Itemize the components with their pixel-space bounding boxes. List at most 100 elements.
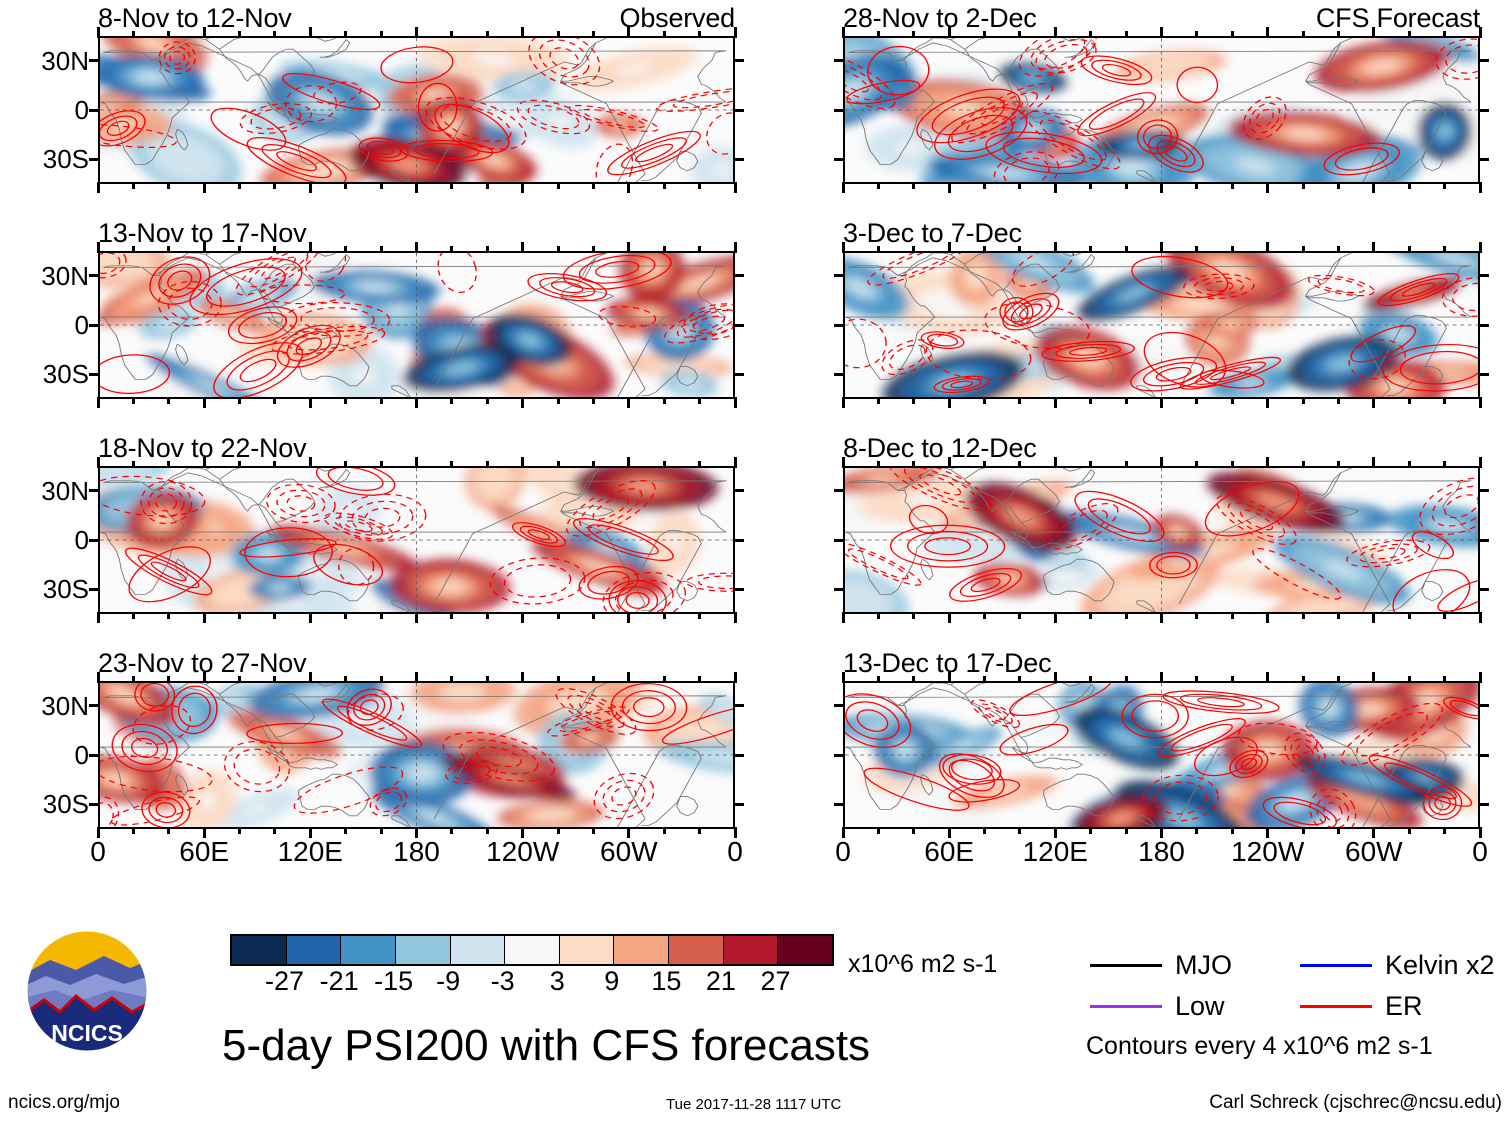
x-tickmark [733, 27, 737, 38]
y-tickmark [1478, 59, 1489, 63]
x-tickmark [876, 397, 880, 404]
x-tickmark [983, 31, 987, 38]
x-tickmark [344, 397, 348, 404]
y-tick-label: 0 [74, 310, 89, 340]
x-tickmark [273, 612, 277, 619]
x-tickmark [1478, 182, 1482, 193]
x-tickmark [662, 182, 666, 189]
x-tickmark [876, 31, 880, 38]
y-tickmark [89, 704, 100, 708]
panel-title: 23-Nov to 27-Nov [98, 648, 307, 678]
x-tickmark [1478, 397, 1482, 408]
x-tickmark [1230, 827, 1234, 834]
x-tickmark [1478, 242, 1482, 253]
x-tickmark [912, 612, 916, 619]
x-tickmark [415, 27, 418, 38]
panel-title: 13-Nov to 17-Nov [98, 218, 307, 248]
x-tickmark [947, 27, 951, 38]
x-tickmark [131, 461, 135, 468]
x-tickmark [591, 827, 595, 834]
x-tickmark [662, 612, 666, 619]
x-tickmark [627, 672, 631, 683]
x-tickmark [1195, 397, 1199, 404]
x-axis: 0 60E 120E 180 120W 60W 0 [835, 836, 1488, 872]
x-tickmark [912, 31, 916, 38]
y-tickmark [733, 538, 744, 542]
x-tick-label: 60W [600, 836, 658, 867]
x-tickmark [308, 827, 312, 838]
x-tick-label: 0 [727, 836, 743, 867]
x-tickmark [521, 27, 525, 38]
x-tickmark [1407, 676, 1411, 683]
x-tickmark [1336, 612, 1340, 619]
x-tickmark [202, 182, 206, 193]
x-tickmark [344, 182, 348, 189]
x-tickmark [238, 676, 242, 683]
x-tickmark [556, 246, 560, 253]
x-tickmark [1160, 27, 1163, 38]
x-tickmark [947, 242, 951, 253]
x-tick-label: 0 [835, 836, 851, 867]
x-tickmark [841, 397, 845, 408]
x-tickmark [841, 612, 845, 623]
x-tickmark [1089, 827, 1093, 834]
colorbar-swatch-7 [614, 936, 670, 964]
x-tickmark [485, 827, 489, 834]
x-tickmark [1018, 31, 1022, 38]
x-tick-label: 180 [393, 836, 440, 867]
panel-obs-3: 18-Nov to 22-Nov 30N 0 30S [41, 435, 744, 623]
footer-right: Carl Schreck (cjschrec@ncsu.edu) [1209, 1092, 1502, 1113]
x-tickmark [1478, 672, 1482, 683]
y-tickmark [733, 802, 744, 806]
legend-label-er: ER [1385, 991, 1423, 1021]
y-tickmark [89, 274, 100, 278]
x-tickmark [1372, 242, 1376, 253]
x-tickmark [308, 457, 312, 468]
colorbar-swatch-8 [669, 936, 724, 964]
x-tickmark [983, 246, 987, 253]
x-tickmark [450, 461, 454, 468]
x-tickmark [1124, 246, 1128, 253]
x-tickmark [131, 676, 135, 683]
x-tickmark [485, 612, 489, 619]
mjo-line-swatch [1090, 964, 1162, 967]
x-tickmark [1336, 397, 1340, 404]
x-tickmark [1443, 182, 1447, 189]
x-tickmark [1018, 397, 1022, 404]
y-tickmark [89, 802, 100, 806]
x-tick-label: 120E [1022, 836, 1088, 867]
x-tickmark [1407, 827, 1411, 834]
x-tickmark [202, 457, 206, 468]
x-tickmark [1443, 827, 1447, 834]
x-tickmark [521, 827, 525, 838]
legend-entry-er: ER [1300, 993, 1423, 1020]
x-tickmark [1372, 457, 1376, 468]
x-tickmark [521, 612, 525, 623]
y-tick-label: 30S [42, 359, 89, 390]
x-tickmark [202, 827, 206, 838]
x-tickmark [485, 31, 489, 38]
x-axis: 0 60E 120E 180 120W 60W 0 [90, 836, 743, 872]
colorbar-tick-labels: -27 -21 -15 -9 -3 3 9 15 21 27 [230, 968, 830, 998]
x-tickmark [1018, 827, 1022, 834]
x-tickmark [912, 182, 916, 189]
x-tickmark [1089, 612, 1093, 619]
x-tickmark [238, 182, 242, 189]
footer-center: Tue 2017-11-28 1117 UTC [666, 1096, 842, 1113]
x-tickmark [556, 676, 560, 683]
x-tickmark [1053, 242, 1057, 253]
x-tickmark [1301, 397, 1305, 404]
x-tickmark [556, 612, 560, 619]
x-tickmark [308, 672, 312, 683]
x-tick-label: 120E [277, 836, 343, 867]
x-tickmark [1089, 182, 1093, 189]
x-tickmark [167, 397, 171, 404]
x-tickmark [1336, 676, 1340, 683]
x-tickmark [1089, 397, 1093, 404]
x-tickmark [1336, 827, 1340, 834]
map-area [843, 36, 1480, 184]
x-tickmark [202, 27, 206, 38]
panel-fcs-1: 28-Nov to 2-Dec CFS Forecast [834, 5, 1489, 193]
panel-fcs-2: 3-Dec to 7-Dec [834, 220, 1489, 408]
x-tickmark [841, 242, 845, 253]
